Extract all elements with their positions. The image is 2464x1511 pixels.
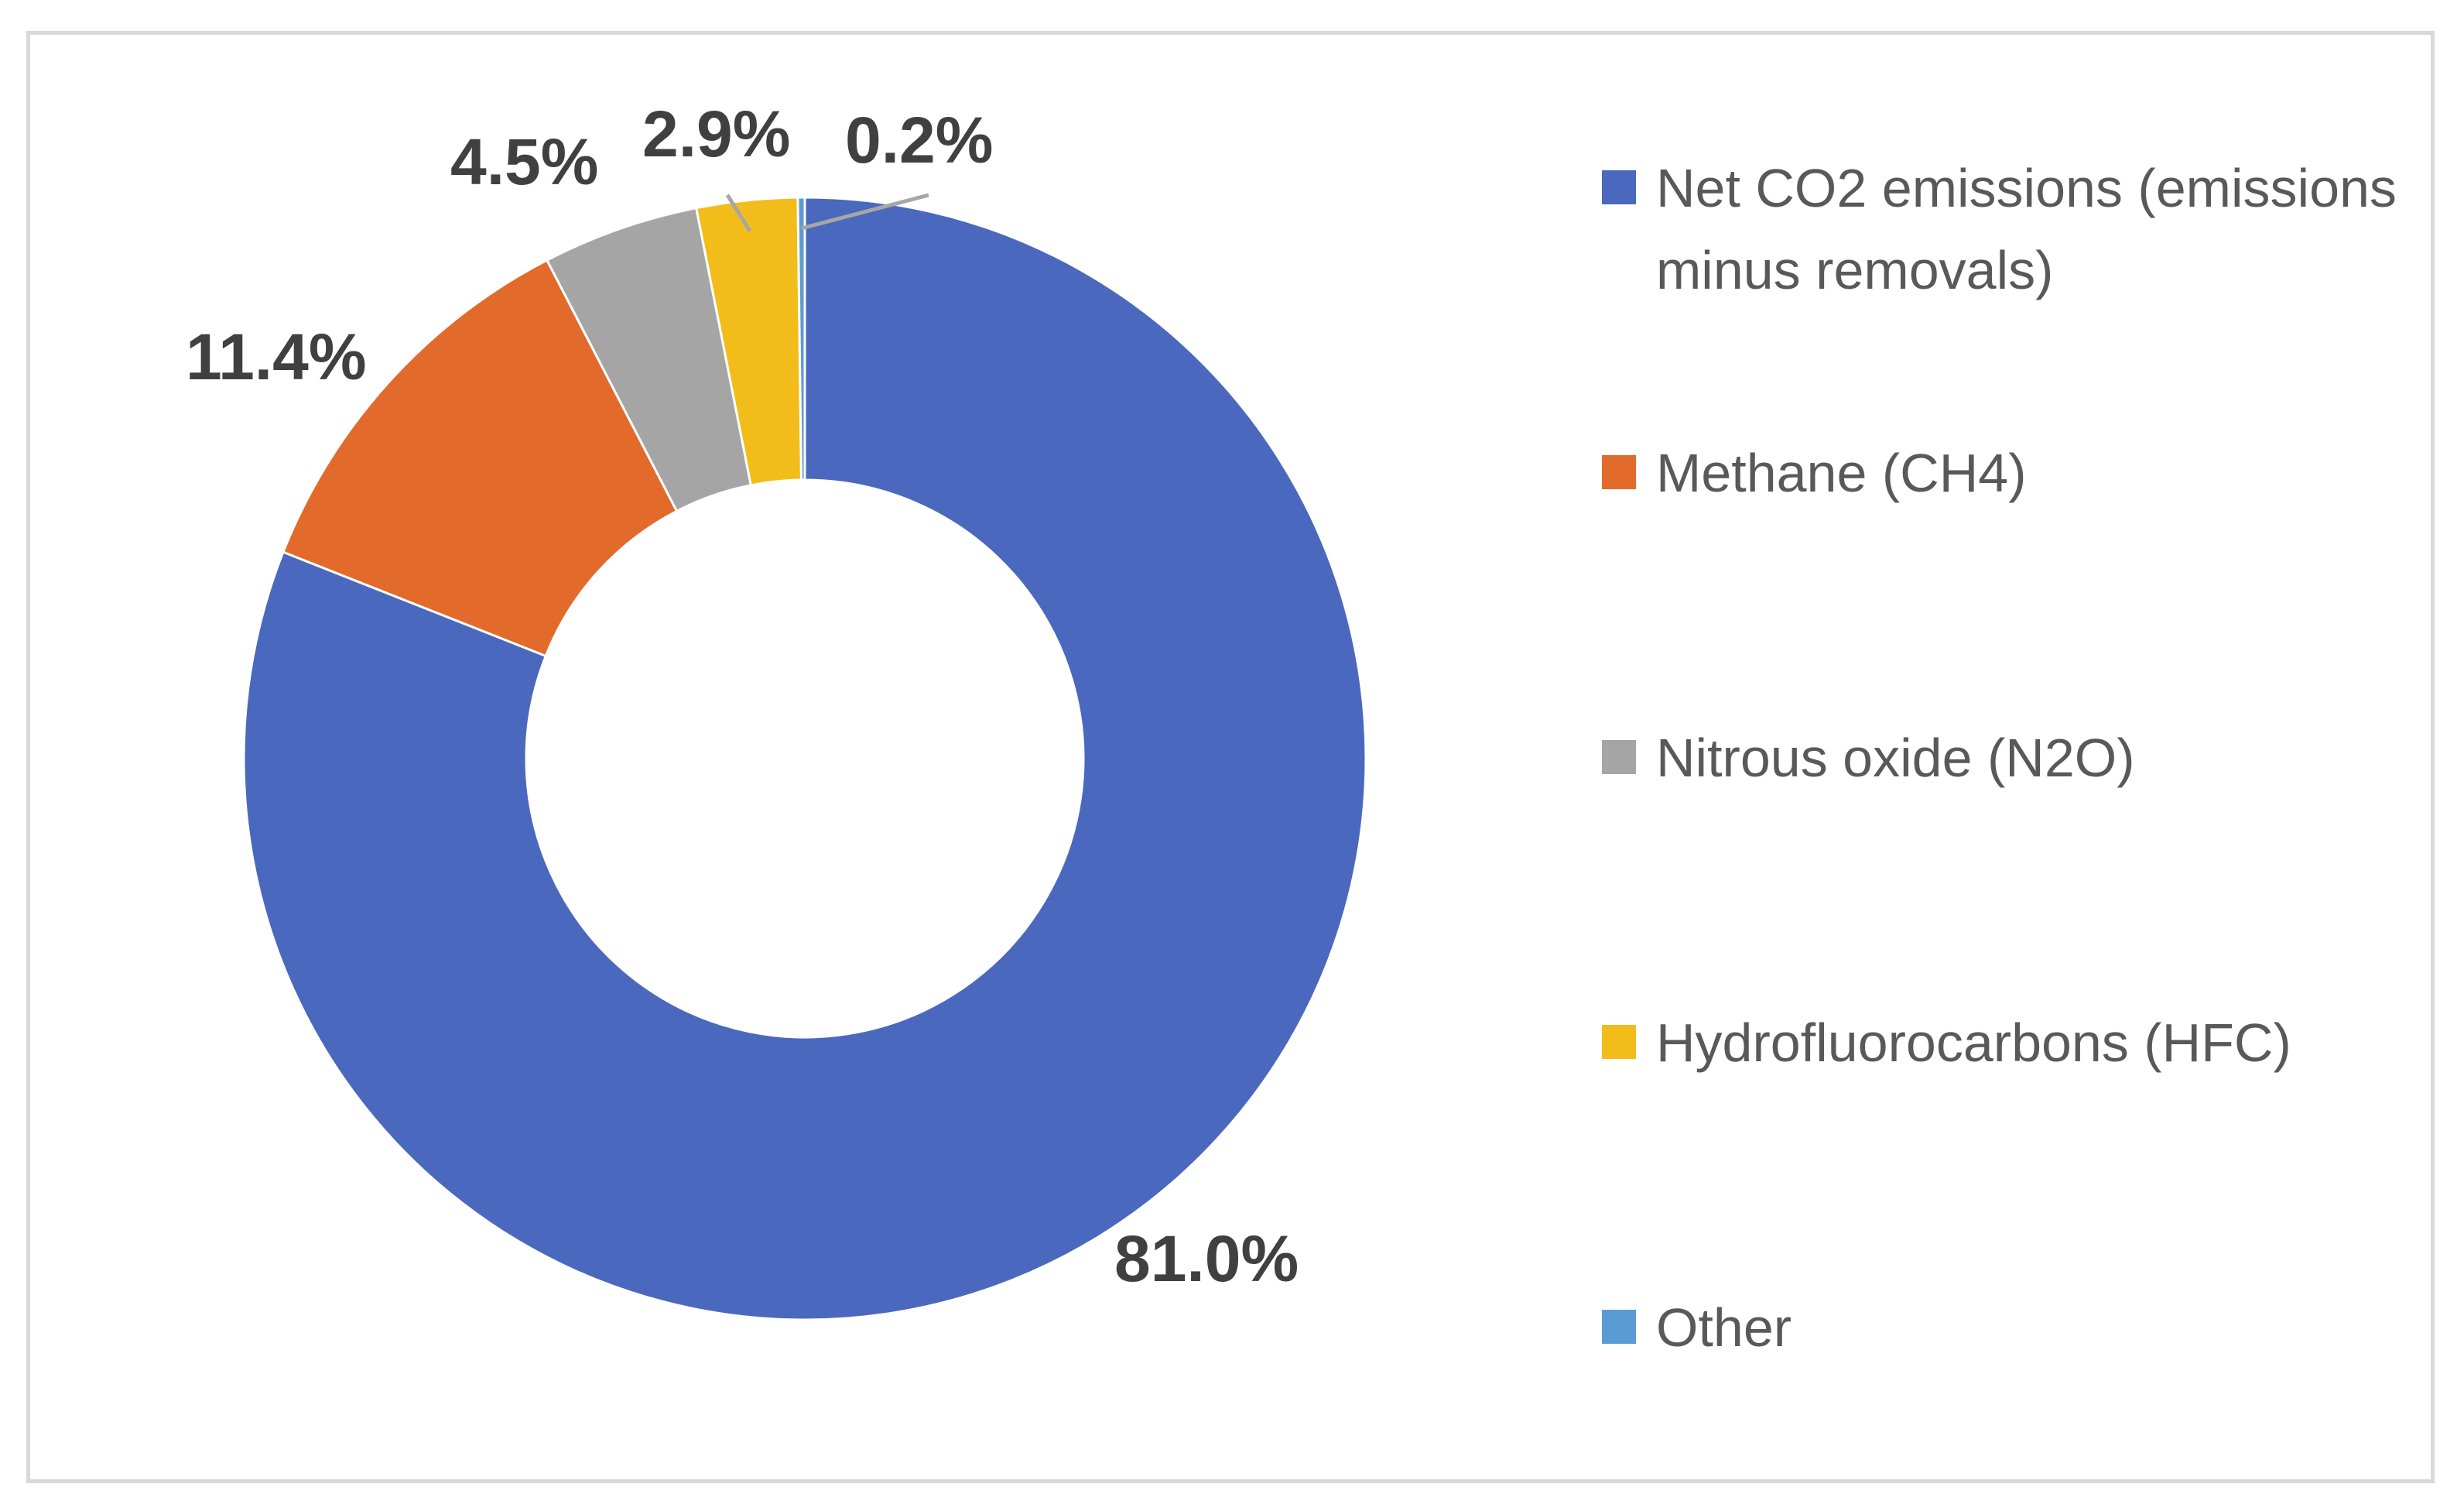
legend-label: Other	[1656, 1297, 1792, 1358]
data-label-hfc: 2.9%	[642, 98, 790, 170]
legend-swatch-methane	[1602, 455, 1636, 489]
legend-label: Nitrous oxide (N2O)	[1656, 728, 2135, 788]
legend-swatch-nitrous-oxide	[1602, 740, 1636, 774]
leader-lines	[725, 193, 929, 233]
legend-swatch-other	[1602, 1310, 1636, 1344]
legend-label: Hydrofluorocarbons (HFC)	[1656, 1012, 2291, 1073]
donut-slice-other	[796, 196, 806, 481]
legend-item-nitrous-oxide: Nitrous oxide (N2O)	[1602, 717, 2414, 799]
legend-swatch-net-co2	[1602, 170, 1636, 204]
legend-label: Methane (CH4)	[1656, 443, 2027, 503]
donut-slices	[242, 196, 1367, 1321]
donut-slice-net-co2	[242, 196, 1367, 1321]
data-label-net-co2: 81.0%	[1114, 1222, 1299, 1295]
data-labels: 81.0% 11.4% 4.5% 2.9% 0.2%	[186, 98, 1299, 1295]
data-label-methane: 11.4%	[186, 320, 367, 393]
legend-item-net-co2: Net CO2 emissions (emissions minus remov…	[1602, 147, 2414, 311]
leader-line-hfc	[725, 194, 752, 233]
legend-item-methane: Methane (CH4)	[1602, 432, 2414, 514]
legend-label: Net CO2 emissions (emissions minus remov…	[1656, 158, 2397, 300]
legend: Net CO2 emissions (emissions minus remov…	[1602, 147, 2422, 1386]
donut-slice-methane	[281, 259, 679, 658]
legend-item-hfc: Hydrofluorocarbons (HFC)	[1602, 1002, 2414, 1084]
legend-swatch-hfc	[1602, 1025, 1636, 1059]
data-label-other: 0.2%	[845, 104, 993, 176]
data-label-nitrous-oxide: 4.5%	[450, 125, 598, 198]
legend-item-other: Other	[1602, 1287, 2414, 1369]
leader-line-other	[801, 193, 929, 231]
